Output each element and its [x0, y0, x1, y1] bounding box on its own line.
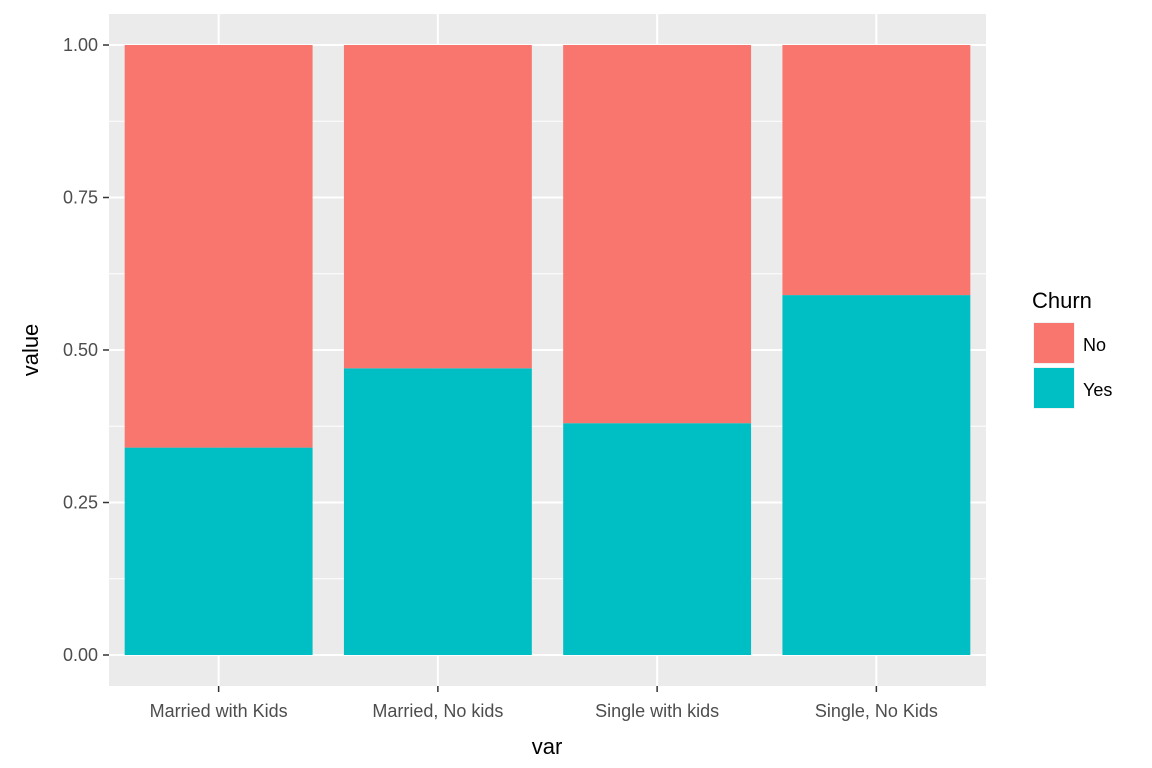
bar-no — [782, 45, 971, 296]
legend-label-no: No — [1083, 335, 1106, 355]
bar-yes — [124, 447, 313, 655]
x-tick-label: Married with Kids — [150, 701, 288, 721]
bar-no — [124, 45, 313, 448]
bar-no — [343, 45, 532, 369]
legend-swatch-yes — [1034, 368, 1074, 408]
legend: Churn No Yes — [1032, 288, 1112, 409]
y-tick-label: 0.50 — [63, 340, 98, 360]
x-axis-title: var — [532, 734, 563, 759]
legend-swatch-no — [1034, 323, 1074, 363]
bar-yes — [563, 423, 752, 655]
x-tick-label: Married, No kids — [372, 701, 503, 721]
y-tick-label: 0.25 — [63, 493, 98, 513]
legend-title: Churn — [1032, 288, 1092, 313]
bar-no — [563, 45, 752, 424]
y-axis-title: value — [18, 324, 43, 377]
x-axis: Married with Kids Married, No kids Single … — [150, 686, 938, 721]
x-tick-label: Single with kids — [595, 701, 719, 721]
y-tick-label: 1.00 — [63, 35, 98, 55]
y-tick-label: 0.00 — [63, 645, 98, 665]
bar-yes — [782, 295, 971, 655]
y-tick-label: 0.75 — [63, 188, 98, 208]
bars — [124, 45, 971, 655]
x-tick-label: Single, No Kids — [815, 701, 938, 721]
y-axis: 0.00 0.25 0.50 0.75 1.00 — [63, 35, 109, 665]
legend-label-yes: Yes — [1083, 380, 1112, 400]
bar-yes — [343, 368, 532, 655]
